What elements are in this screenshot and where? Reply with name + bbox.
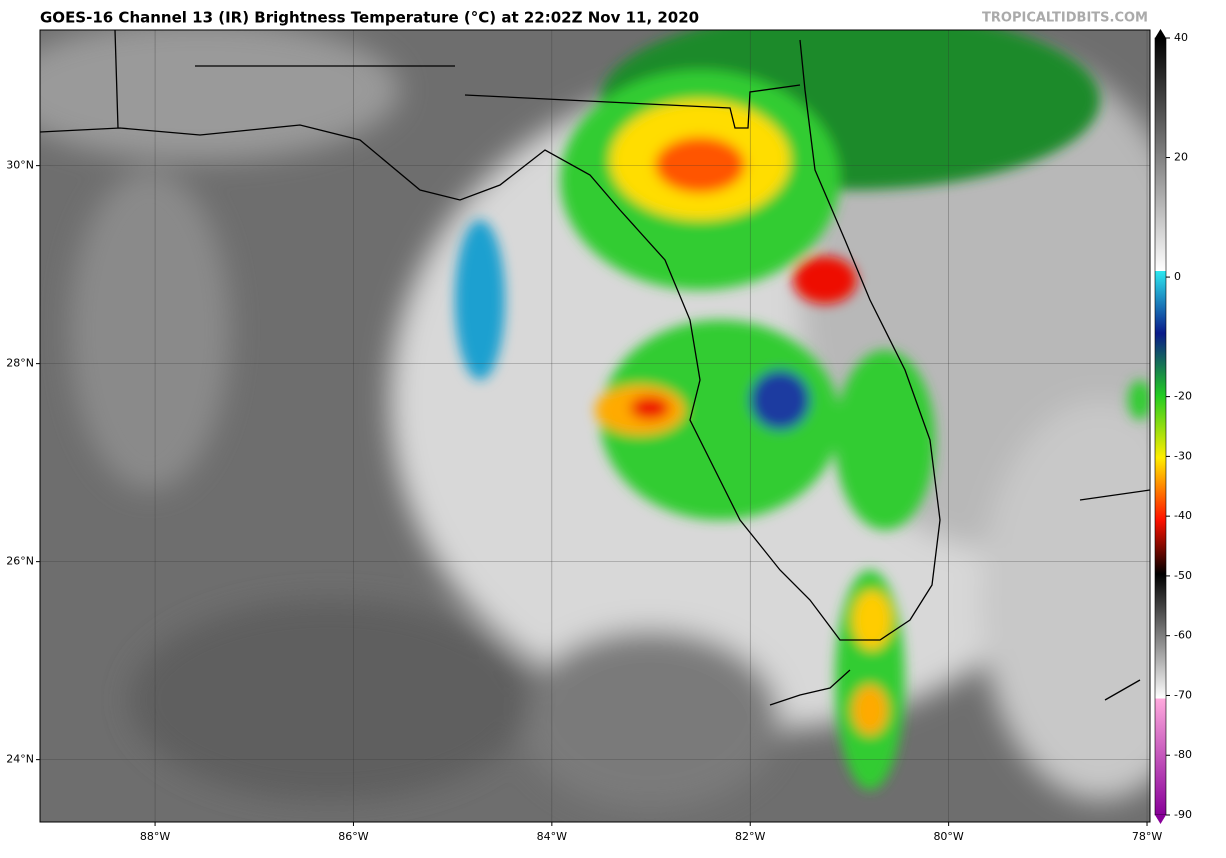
colorbar-tick-label: 20	[1174, 151, 1188, 164]
x-tick-label: 78°W	[1132, 830, 1162, 843]
x-tick-label: 84°W	[537, 830, 567, 843]
colorbar-tick-label: -80	[1174, 748, 1192, 761]
colorbar-extend-bottom	[1155, 815, 1166, 824]
y-tick-label: 30°N	[6, 159, 34, 172]
coastline	[40, 39, 941, 641]
y-tick-label: 24°N	[6, 753, 34, 766]
colorbar-tick-label: 0	[1174, 270, 1181, 283]
colorbar: 40 20 0 -20 -30 -40 -50 -60 -70 -80 -90	[1154, 29, 1192, 824]
keys	[769, 489, 1150, 706]
x-tick-label: 86°W	[338, 830, 368, 843]
colorbar-tick-label: -70	[1174, 688, 1192, 701]
title: GOES-16 Channel 13 (IR) Brightness Tempe…	[40, 9, 699, 27]
colorbar-extend-top	[1155, 29, 1166, 38]
x-tick-label: 80°W	[933, 830, 963, 843]
colorbar-tick-label: 40	[1174, 31, 1188, 44]
y-tick-label: 28°N	[6, 357, 34, 370]
satellite-image	[40, 30, 1150, 822]
colorbar-tick-label: -40	[1174, 509, 1192, 522]
state-border	[114, 30, 801, 129]
colorbar-scale	[1154, 37, 1167, 816]
colorbar-tick-label: -30	[1174, 449, 1192, 462]
colorbar-tick-label: -90	[1174, 808, 1192, 821]
y-tick-label: 26°N	[6, 555, 34, 568]
map-frame	[39, 29, 1151, 823]
x-tick-label: 88°W	[140, 830, 170, 843]
x-tick-label: 82°W	[735, 830, 765, 843]
colorbar-tick-label: -20	[1174, 390, 1192, 403]
colorbar-tick-label: -60	[1174, 629, 1192, 642]
credit: TROPICALTIDBITS.COM	[982, 11, 1148, 26]
colorbar-tick-label: -50	[1174, 569, 1192, 582]
graticule	[40, 30, 1150, 822]
